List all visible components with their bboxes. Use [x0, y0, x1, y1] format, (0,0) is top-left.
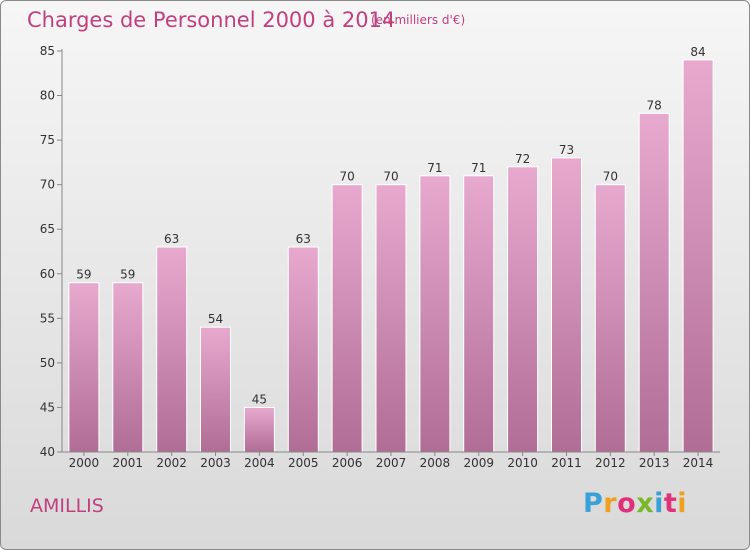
y-tick-label: 85: [40, 44, 55, 58]
y-tick-label: 45: [40, 400, 55, 414]
data-label-2004: 45: [252, 392, 267, 406]
proxiti-logo[interactable]: Proxiti: [583, 486, 687, 522]
data-label-2000: 59: [76, 268, 91, 282]
x-tick-label-2005: 2005: [288, 456, 319, 470]
data-label-2006: 70: [339, 170, 354, 184]
data-label-2013: 78: [647, 98, 662, 112]
logo-letter: o: [617, 488, 637, 519]
y-tick-label: 60: [40, 267, 55, 281]
data-label-2010: 72: [515, 152, 530, 166]
x-tick-label-2003: 2003: [200, 456, 231, 470]
x-tick-label-2009: 2009: [463, 456, 494, 470]
logo-letter: i: [677, 488, 688, 519]
data-label-2014: 84: [690, 45, 705, 59]
bar-2007: [375, 184, 407, 453]
bars: 59 59 63 54 45 63 70 70 71 71 72 73 70 78 84: [68, 45, 714, 453]
bar-2014: [682, 59, 714, 453]
y-axis: 40 45 50 55 60 65 70 75 80 85: [40, 44, 63, 459]
bar-2011: [551, 157, 582, 453]
x-tick-label-2011: 2011: [551, 456, 582, 470]
bar-2004: [243, 406, 275, 453]
data-label-2003: 54: [208, 312, 223, 326]
x-tick-label-2007: 2007: [376, 456, 407, 470]
bar-2013: [638, 112, 670, 453]
y-tick-label: 75: [40, 133, 55, 147]
x-tick-label-2008: 2008: [420, 456, 451, 470]
data-label-2001: 59: [120, 268, 135, 282]
chart-subtitle: (en milliers d'€): [371, 13, 466, 27]
bar-2008: [419, 175, 451, 453]
bar-2005: [287, 246, 319, 453]
data-label-2011: 73: [559, 143, 574, 157]
data-label-2005: 63: [296, 232, 311, 246]
bar-2006: [331, 184, 363, 453]
logo-letter: x: [636, 488, 655, 519]
bar-2003: [200, 326, 231, 453]
bar-2001: [112, 282, 144, 453]
x-tick-label-2006: 2006: [332, 456, 363, 470]
data-label-2007: 70: [383, 170, 398, 184]
y-tick-label: 55: [40, 311, 55, 325]
data-label-2012: 70: [603, 170, 618, 184]
y-tick-label: 80: [40, 89, 55, 103]
commune-name: AMILLIS: [30, 495, 104, 517]
x-tick-label-2001: 2001: [113, 456, 144, 470]
logo-letter: P: [583, 488, 604, 519]
chart-title: Charges de Personnel 2000 à 2014: [27, 8, 396, 32]
bar-2000: [68, 282, 100, 453]
y-tick-label: 50: [40, 356, 55, 370]
x-tick-label-2004: 2004: [244, 456, 275, 470]
x-tick-label-2010: 2010: [507, 456, 538, 470]
x-tick-label-2002: 2002: [156, 456, 187, 470]
logo-letter: t: [663, 488, 678, 519]
bar-2009: [463, 175, 495, 453]
y-tick-label: 65: [40, 222, 55, 236]
bar-2012: [594, 184, 626, 453]
data-label-2009: 71: [471, 161, 486, 175]
x-tick-label-2000: 2000: [69, 456, 100, 470]
data-label-2008: 71: [427, 161, 442, 175]
logo-letter: r: [603, 488, 618, 519]
x-tick-label-2013: 2013: [639, 456, 670, 470]
y-tick-label: 40: [40, 445, 55, 459]
logo-letter: i: [654, 488, 664, 519]
data-label-2002: 63: [164, 232, 179, 246]
bar-2010: [507, 166, 539, 453]
y-tick-label: 70: [40, 178, 55, 192]
bar-2002: [156, 246, 188, 453]
x-tick-label-2012: 2012: [595, 456, 626, 470]
x-tick-label-2014: 2014: [683, 456, 714, 470]
x-axis: 2000 2001 2002 2003 2004 2005 2006 2007 2008 2009…: [62, 451, 720, 470]
